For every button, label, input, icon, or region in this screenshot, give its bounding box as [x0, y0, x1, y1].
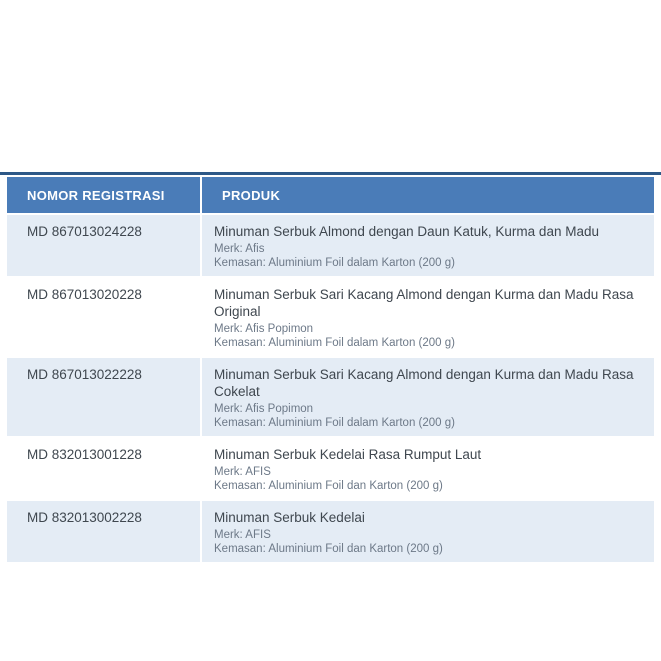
- registration-number-cell: MD 867013020228: [7, 278, 202, 358]
- registration-results-table: NOMOR REGISTRASI PRODUK MD 867013024228 …: [7, 177, 654, 564]
- registration-number: MD 832013002228: [27, 510, 142, 525]
- product-brand: Merk: Afis Popimon: [214, 403, 314, 415]
- registration-number: MD 867013022228: [27, 367, 142, 382]
- product-packaging: Kemasan: Aluminium Foil dalam Karton (20…: [214, 417, 455, 429]
- table-row: MD 867013020228 Minuman Serbuk Sari Kaca…: [7, 278, 654, 358]
- product-name: Minuman Serbuk Sari Kacang Almond dengan…: [214, 287, 634, 319]
- registration-number-cell: MD 832013001228: [7, 438, 202, 501]
- table-row: MD 832013002228 Minuman Serbuk Kedelai M…: [7, 501, 654, 564]
- product-cell: Minuman Serbuk Sari Kacang Almond dengan…: [202, 278, 654, 358]
- column-header-produk: PRODUK: [202, 177, 654, 215]
- registration-number: MD 867013020228: [27, 287, 142, 302]
- product-name: Minuman Serbuk Kedelai Rasa Rumput Laut: [214, 447, 482, 462]
- product-packaging: Kemasan: Aluminium Foil dalam Karton (20…: [214, 257, 455, 269]
- product-packaging: Kemasan: Aluminium Foil dalam Karton (20…: [214, 337, 455, 349]
- product-name: Minuman Serbuk Kedelai: [214, 510, 365, 525]
- product-name: Minuman Serbuk Sari Kacang Almond dengan…: [214, 367, 634, 399]
- registration-number-cell: MD 867013022228: [7, 358, 202, 438]
- table-row: MD 867013024228 Minuman Serbuk Almond de…: [7, 215, 654, 278]
- product-cell: Minuman Serbuk Sari Kacang Almond dengan…: [202, 358, 654, 438]
- table-header-row: NOMOR REGISTRASI PRODUK: [7, 177, 654, 215]
- product-brand: Merk: AFIS: [214, 529, 271, 541]
- product-cell: Minuman Serbuk Kedelai Merk: AFIS Kemasa…: [202, 501, 654, 564]
- product-brand: Merk: Afis: [214, 243, 265, 255]
- column-header-nomor-registrasi: NOMOR REGISTRASI: [7, 177, 202, 215]
- product-packaging: Kemasan: Aluminium Foil dan Karton (200 …: [214, 480, 443, 492]
- registration-number: MD 832013001228: [27, 447, 142, 462]
- product-name: Minuman Serbuk Almond dengan Daun Katuk,…: [214, 224, 599, 239]
- product-brand: Merk: Afis Popimon: [214, 323, 314, 335]
- registration-number: MD 867013024228: [27, 224, 142, 239]
- product-cell: Minuman Serbuk Kedelai Rasa Rumput Laut …: [202, 438, 654, 501]
- table-row: MD 867013022228 Minuman Serbuk Sari Kaca…: [7, 358, 654, 438]
- product-brand: Merk: AFIS: [214, 466, 271, 478]
- table-body: MD 867013024228 Minuman Serbuk Almond de…: [7, 215, 654, 564]
- product-cell: Minuman Serbuk Almond dengan Daun Katuk,…: [202, 215, 654, 278]
- registration-number-cell: MD 867013024228: [7, 215, 202, 278]
- product-packaging: Kemasan: Aluminium Foil dan Karton (200 …: [214, 543, 443, 555]
- horizontal-divider-rule: [0, 172, 661, 175]
- registration-number-cell: MD 832013002228: [7, 501, 202, 564]
- table-row: MD 832013001228 Minuman Serbuk Kedelai R…: [7, 438, 654, 501]
- table-header: NOMOR REGISTRASI PRODUK: [7, 177, 654, 215]
